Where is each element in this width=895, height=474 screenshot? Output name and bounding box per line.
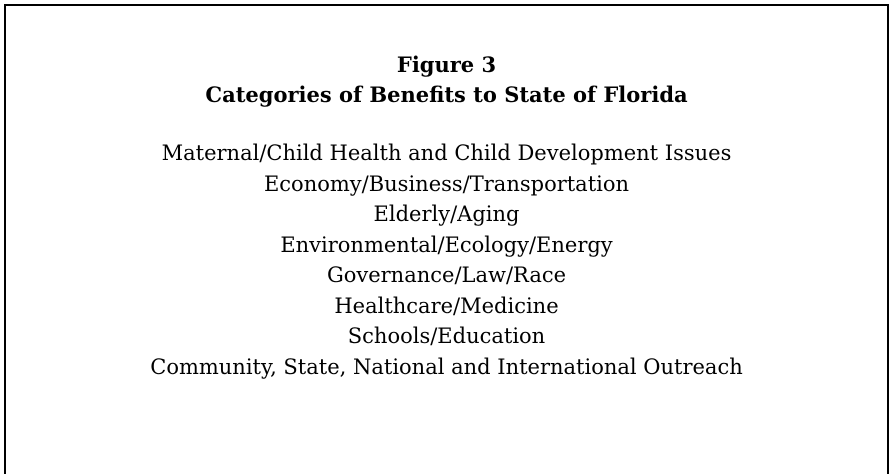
- figure-label: Figure 3: [396, 52, 497, 77]
- category-item: Healthcare/Medicine: [334, 293, 559, 318]
- category-item: Environmental/Ecology/Energy: [280, 232, 613, 257]
- category-item: Governance/Law/Race: [326, 263, 567, 287]
- header: Figure 3 Categories of Benefits to State…: [6, 50, 887, 110]
- category-item: Elderly/Aging: [373, 202, 520, 226]
- category-item: Maternal/Child Health and Child Developm…: [161, 141, 732, 165]
- figure-title: Categories of Benefits to State of Flori…: [205, 82, 688, 107]
- figure-box: Figure 3 Categories of Benefits to State…: [4, 4, 889, 474]
- category-item: Economy/Business/Transportation: [263, 171, 630, 196]
- category-list: Maternal/Child Health and Child Developm…: [6, 138, 887, 382]
- category-item: Schools/Education: [347, 324, 546, 348]
- category-item: Community, State, National and Internati…: [150, 354, 743, 379]
